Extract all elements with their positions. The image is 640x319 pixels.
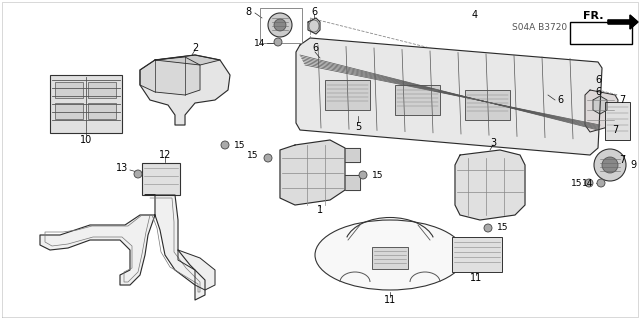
Circle shape	[359, 171, 367, 179]
Text: 7: 7	[619, 95, 625, 105]
Bar	[325, 80, 370, 110]
Text: 15: 15	[372, 170, 383, 180]
Circle shape	[602, 157, 618, 173]
Text: 1: 1	[317, 205, 323, 215]
Polygon shape	[178, 250, 215, 290]
Text: 15: 15	[234, 140, 246, 150]
Circle shape	[597, 179, 605, 187]
Text: 11: 11	[470, 273, 482, 283]
Text: 6: 6	[312, 43, 318, 53]
Text: FR.: FR.	[583, 11, 604, 21]
Circle shape	[274, 19, 286, 31]
Circle shape	[274, 38, 282, 46]
Bar	[465, 90, 510, 120]
Polygon shape	[345, 175, 360, 190]
Bar	[452, 237, 502, 272]
Polygon shape	[455, 150, 525, 220]
Bar	[142, 163, 180, 195]
Circle shape	[484, 224, 492, 232]
Polygon shape	[155, 55, 220, 65]
Bar	[50, 75, 122, 133]
Circle shape	[221, 141, 229, 149]
Polygon shape	[40, 195, 205, 300]
Bar	[88, 82, 116, 98]
Text: 6: 6	[595, 87, 601, 97]
Text: 10: 10	[80, 135, 92, 145]
Ellipse shape	[315, 220, 465, 290]
Bar	[55, 103, 83, 119]
Text: 14: 14	[582, 179, 593, 188]
Text: 9: 9	[630, 160, 636, 170]
Circle shape	[594, 149, 626, 181]
Text: 4: 4	[472, 10, 478, 20]
Text: 8: 8	[245, 7, 251, 17]
Text: 6: 6	[595, 75, 601, 85]
Text: 5: 5	[355, 122, 361, 132]
Text: 15: 15	[246, 151, 258, 160]
Text: 3: 3	[490, 138, 496, 148]
Text: 7: 7	[612, 125, 618, 135]
Polygon shape	[140, 57, 200, 95]
Circle shape	[585, 179, 593, 187]
Circle shape	[268, 13, 292, 37]
Text: 6: 6	[557, 95, 563, 105]
Polygon shape	[345, 148, 360, 162]
Text: 15: 15	[497, 224, 509, 233]
Text: 7: 7	[619, 155, 625, 165]
Text: 11: 11	[384, 295, 396, 305]
Polygon shape	[608, 15, 638, 29]
Bar	[372, 247, 408, 269]
Bar	[88, 103, 116, 119]
Polygon shape	[585, 90, 618, 132]
Polygon shape	[296, 38, 602, 155]
Circle shape	[134, 170, 142, 178]
Circle shape	[264, 154, 272, 162]
Bar	[570, 22, 632, 44]
Text: 6: 6	[311, 7, 317, 17]
Text: 15: 15	[570, 179, 582, 188]
Polygon shape	[593, 96, 607, 114]
Polygon shape	[308, 18, 320, 34]
Polygon shape	[280, 140, 345, 205]
Bar	[605, 102, 630, 140]
Text: S04A B3720: S04A B3720	[513, 23, 568, 32]
Bar	[260, 8, 302, 43]
Text: 14: 14	[253, 39, 265, 48]
Bar	[55, 82, 83, 98]
Text: 13: 13	[116, 163, 128, 173]
Text: 12: 12	[159, 150, 171, 160]
Bar	[395, 85, 440, 115]
Text: 2: 2	[192, 43, 198, 53]
Polygon shape	[140, 55, 230, 125]
